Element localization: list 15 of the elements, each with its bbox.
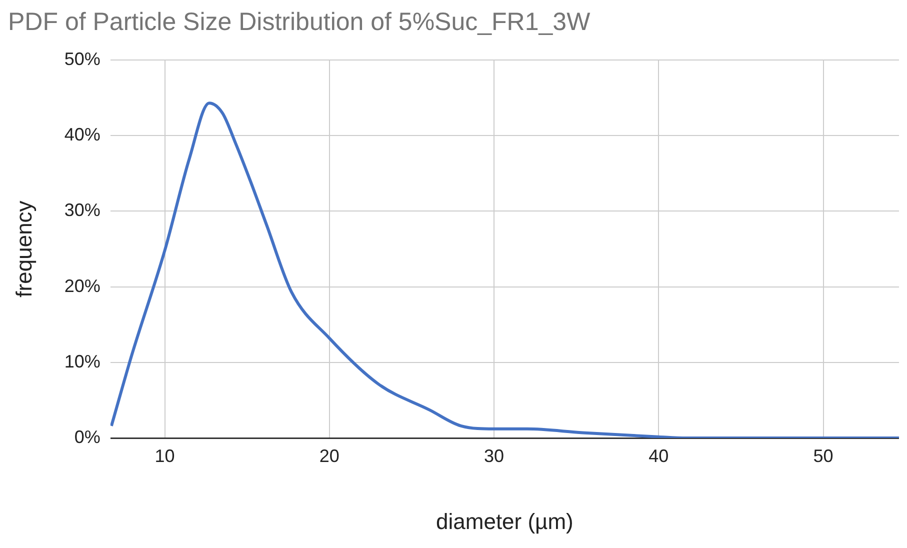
x-tick-label: 50 (813, 446, 834, 466)
x-tick-label: 20 (319, 446, 340, 466)
y-tick-label: 30% (64, 200, 100, 220)
y-tick-label: 40% (64, 124, 100, 145)
x-tick-label: 40 (648, 446, 669, 466)
line-series (110, 102, 899, 438)
y-tick-label: 0% (74, 426, 100, 447)
x-tick-label: 30 (484, 446, 504, 466)
x-tick-label: 10 (154, 446, 175, 466)
y-axis-title: frequency (11, 200, 36, 298)
y-tick-label: 20% (64, 276, 100, 296)
y-tick-label: 50% (64, 48, 100, 69)
x-axis-title: diameter (µm) (436, 508, 574, 534)
y-tick-label: 10% (64, 351, 100, 372)
chart-title: PDF of Particle Size Distribution of 5%Suc_FR1_3W (8, 8, 591, 36)
